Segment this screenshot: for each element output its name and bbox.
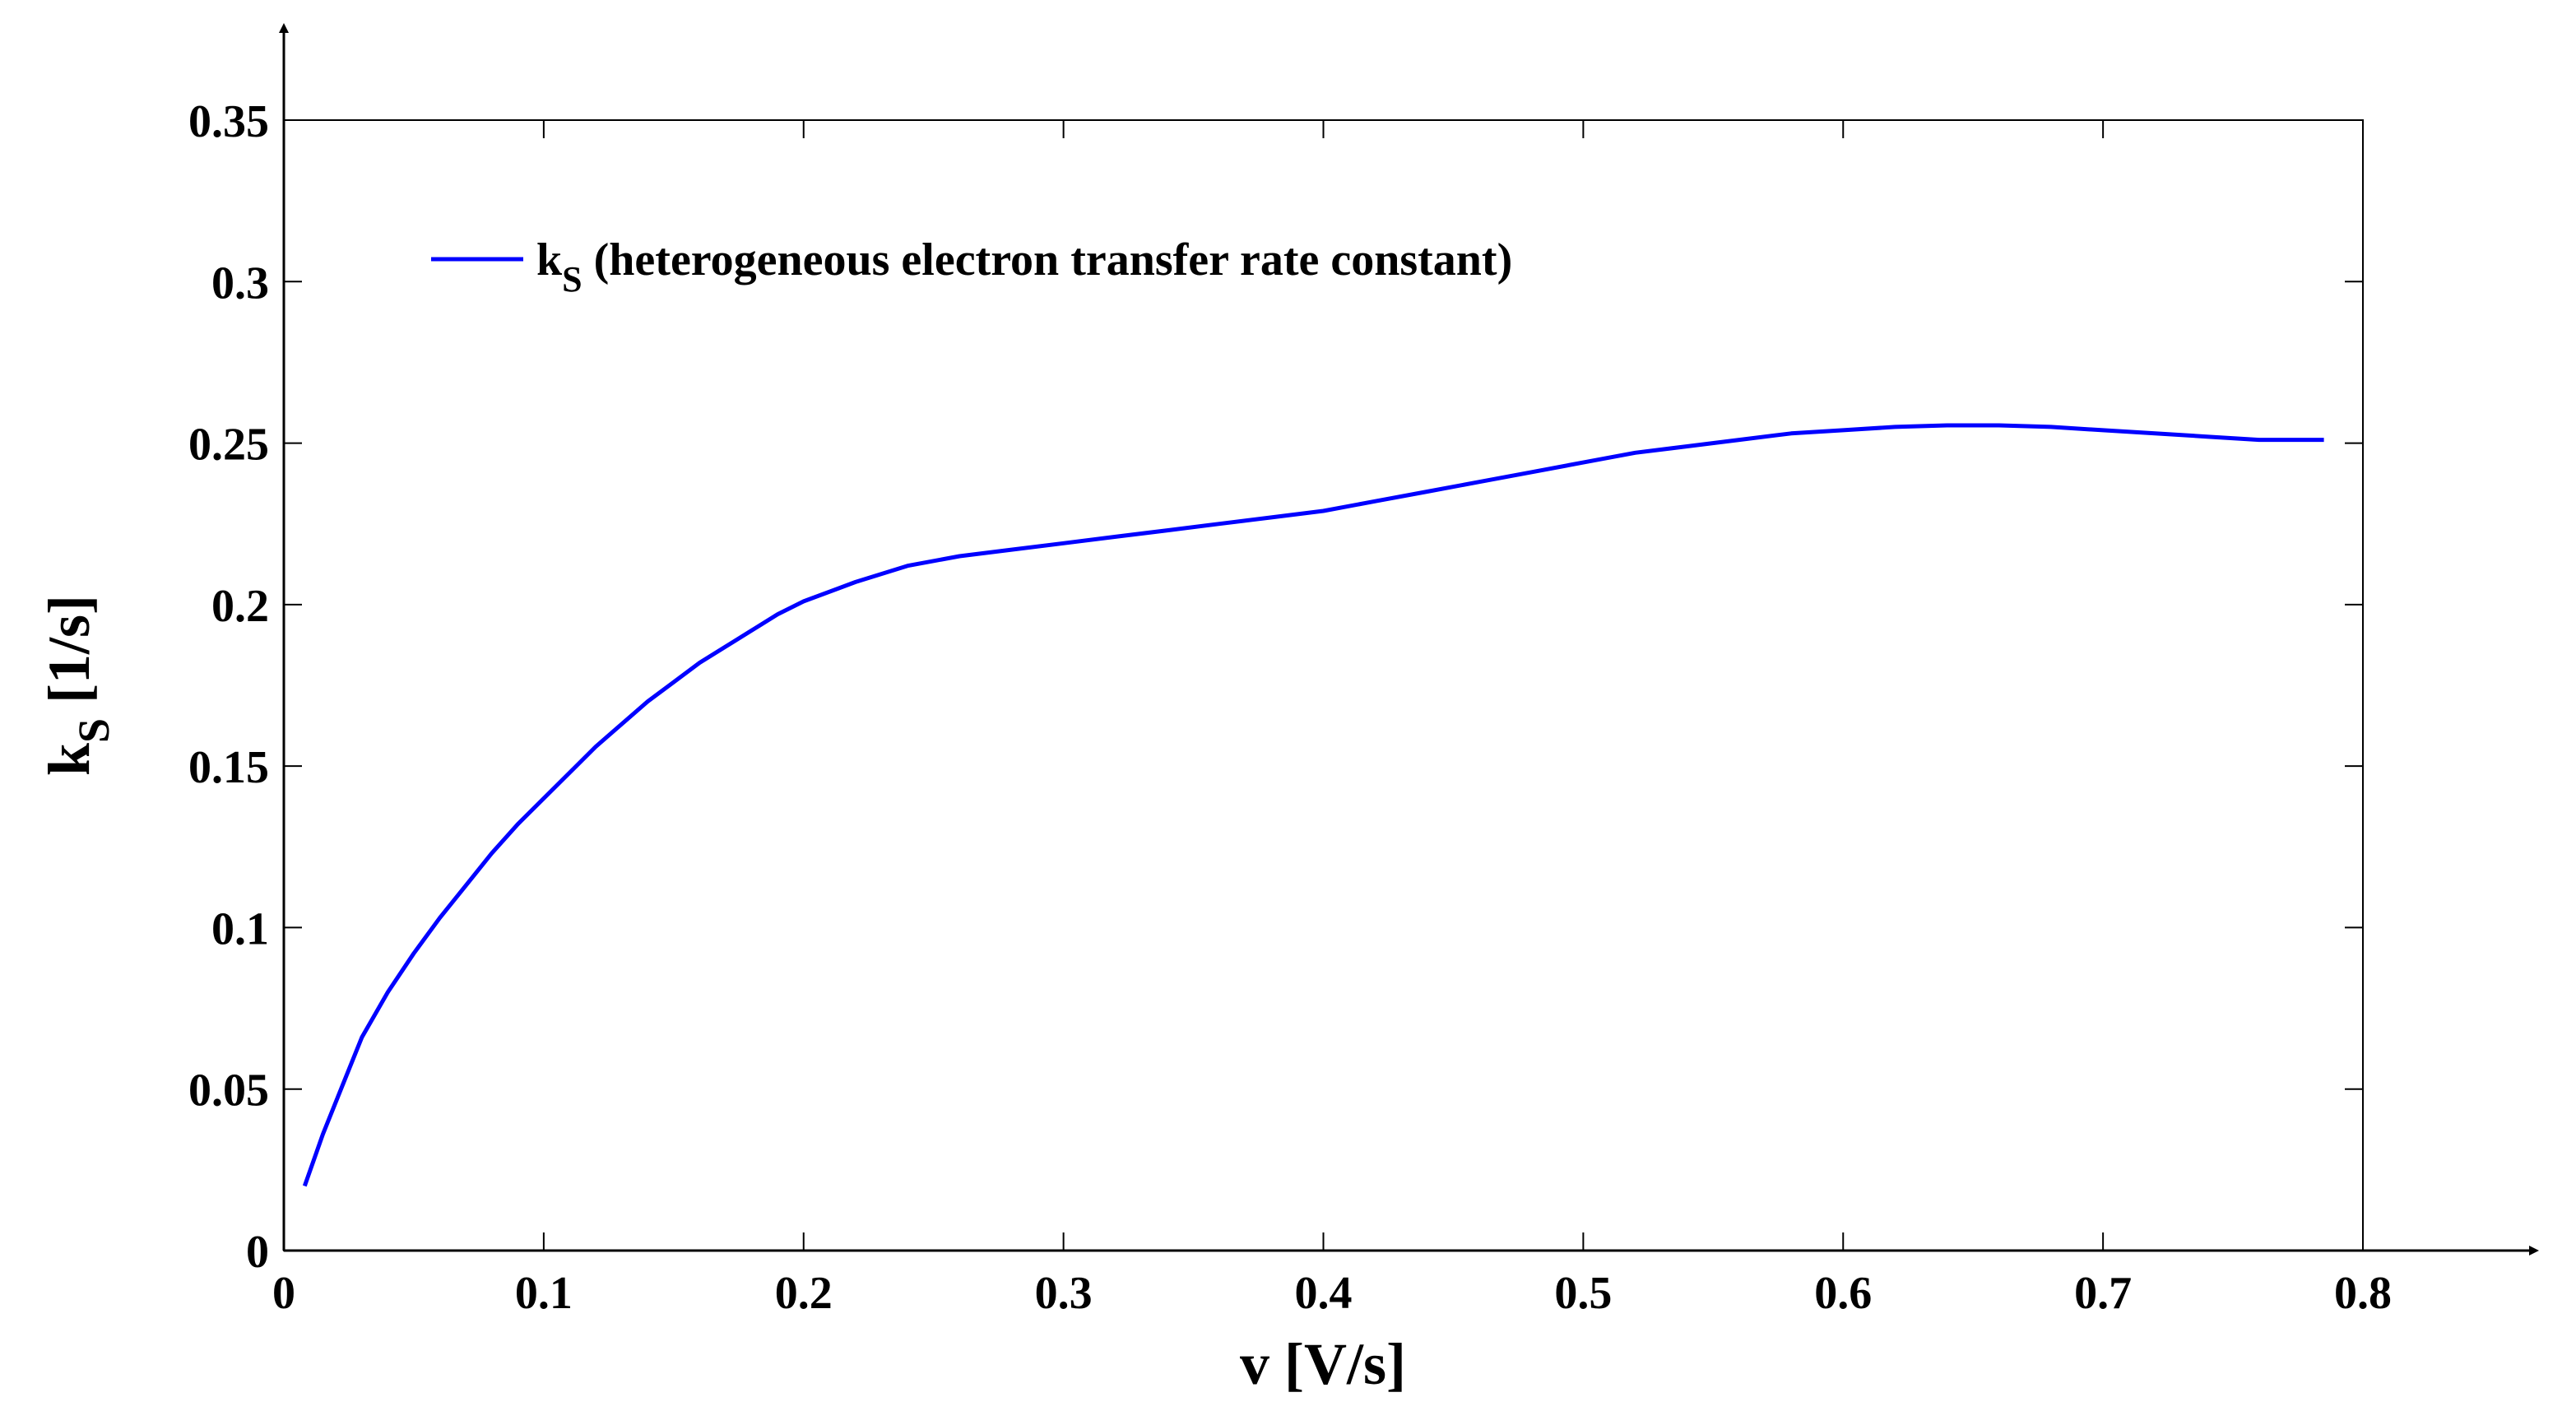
y-tick-label: 0 xyxy=(246,1227,269,1278)
series-line-ks xyxy=(302,423,2324,1187)
x-ticks: 0 0.1 0.2 0.3 0.4 0.5 0.6 0.7 0.8 xyxy=(272,120,2392,1319)
y-axis-title-main: k xyxy=(36,743,102,776)
x-tick-label: 0.7 xyxy=(2074,1268,2132,1319)
y-tick-label: 0.25 xyxy=(188,420,269,471)
legend-label-rest: (heterogeneous electron transfer rate co… xyxy=(583,234,1513,285)
x-tick-label: 0.2 xyxy=(775,1268,833,1319)
x-tick-label: 0.1 xyxy=(515,1268,573,1319)
x-tick-label: 0.6 xyxy=(1814,1268,1872,1319)
y-tick-label: 0.2 xyxy=(211,581,269,632)
x-tick-label: 0 xyxy=(272,1268,295,1319)
y-axis-title: kS [1/s] xyxy=(36,595,118,776)
x-tick-label: 0.5 xyxy=(1554,1268,1612,1319)
legend-label: kS (heterogeneous electron transfer rate… xyxy=(536,234,1512,299)
y-tick-label: 0.15 xyxy=(188,742,269,793)
x-axis-title: v [V/s] xyxy=(1240,1331,1406,1397)
x-tick-label: 0.8 xyxy=(2334,1268,2392,1319)
legend-label-main: k xyxy=(536,234,563,285)
y-tick-label: 0.1 xyxy=(211,903,269,954)
y-tick-label: 0.3 xyxy=(211,258,269,309)
plot-frame xyxy=(283,119,2364,1251)
y-ticks: 0 0.05 0.1 0.15 0.2 0.25 0.3 0.35 xyxy=(188,96,2363,1278)
x-tick-label: 0.4 xyxy=(1295,1268,1353,1319)
y-axis-title-sub: S xyxy=(69,718,118,743)
y-tick-label: 0.35 xyxy=(188,96,269,147)
legend: kS (heterogeneous electron transfer rate… xyxy=(431,234,1512,299)
y-axis-title-unit: [1/s] xyxy=(36,595,102,718)
x-tick-label: 0.3 xyxy=(1035,1268,1093,1319)
y-tick-label: 0.05 xyxy=(188,1065,269,1116)
legend-label-sub: S xyxy=(562,259,582,299)
